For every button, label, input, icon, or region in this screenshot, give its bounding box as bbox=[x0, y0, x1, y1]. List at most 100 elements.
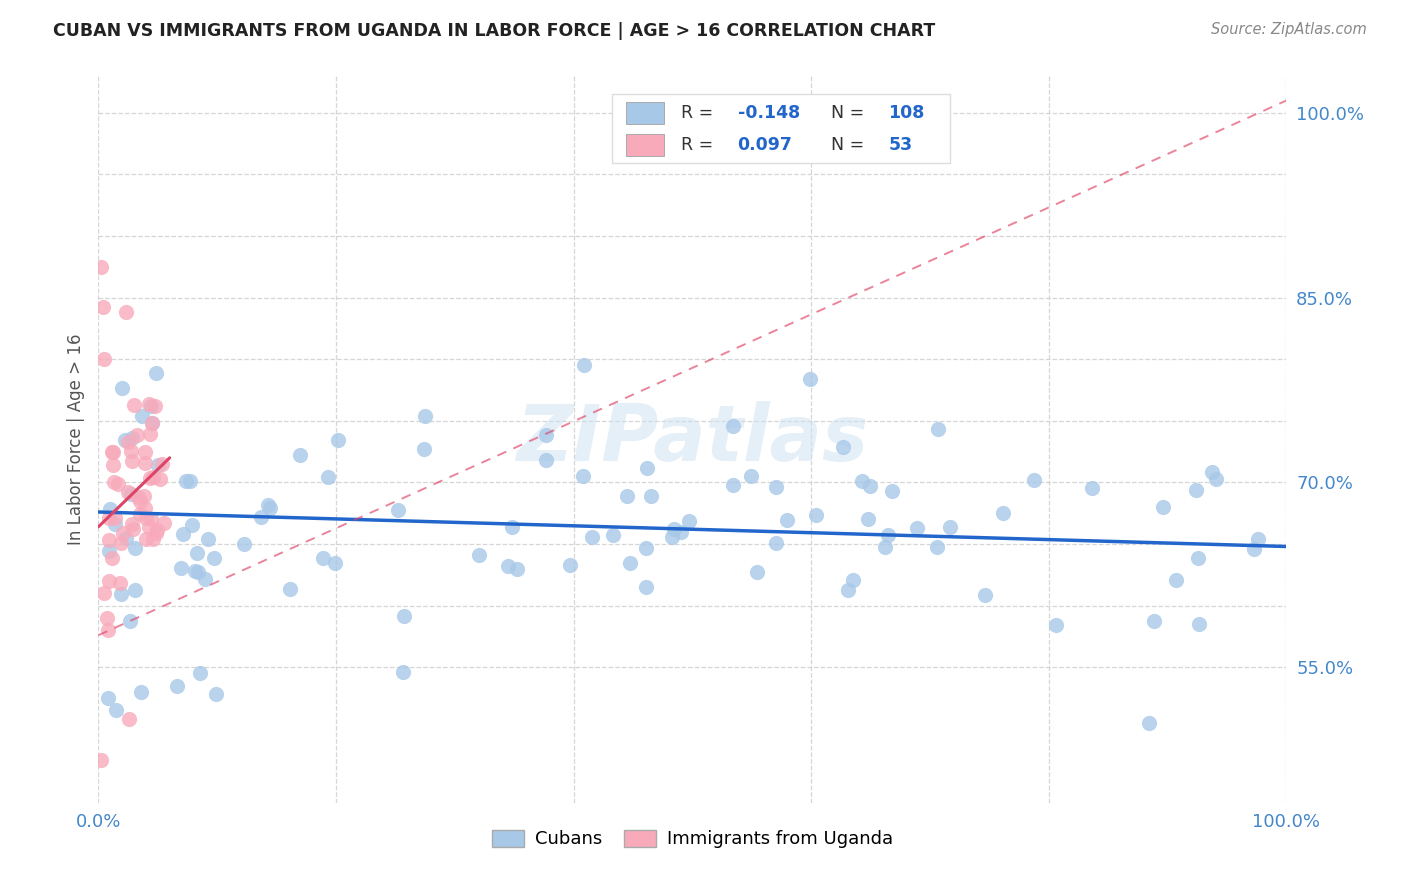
Point bbox=[558, 558, 581, 573]
Point bbox=[129, 493, 152, 508]
Point bbox=[103, 445, 125, 459]
Point bbox=[842, 573, 865, 587]
Point bbox=[180, 517, 202, 532]
Point bbox=[288, 448, 311, 462]
Point bbox=[877, 528, 900, 542]
Point bbox=[139, 426, 162, 441]
Point bbox=[125, 428, 148, 442]
Point bbox=[122, 522, 145, 536]
Point bbox=[1185, 483, 1208, 497]
Point bbox=[832, 440, 855, 454]
Point bbox=[101, 445, 124, 459]
Point bbox=[1081, 481, 1104, 495]
Point bbox=[97, 574, 120, 588]
Point bbox=[873, 540, 896, 554]
Text: 108: 108 bbox=[889, 103, 925, 122]
Point bbox=[602, 528, 624, 542]
Point bbox=[939, 519, 962, 533]
Point bbox=[104, 517, 127, 532]
Text: CUBAN VS IMMIGRANTS FROM UGANDA IN LABOR FORCE | AGE > 16 CORRELATION CHART: CUBAN VS IMMIGRANTS FROM UGANDA IN LABOR… bbox=[53, 22, 935, 40]
Point bbox=[108, 575, 131, 590]
Point bbox=[278, 582, 301, 597]
Point bbox=[90, 753, 112, 767]
Point bbox=[1201, 465, 1223, 479]
Point bbox=[804, 508, 827, 523]
Point bbox=[905, 521, 928, 535]
Point bbox=[121, 516, 143, 531]
Point bbox=[316, 470, 339, 484]
Point bbox=[859, 479, 882, 493]
FancyBboxPatch shape bbox=[612, 94, 950, 163]
Text: N =: N = bbox=[831, 103, 870, 122]
Point bbox=[118, 712, 141, 726]
Point bbox=[326, 434, 349, 448]
Point bbox=[150, 457, 173, 471]
Point bbox=[103, 475, 125, 489]
Point bbox=[90, 260, 112, 274]
Point bbox=[669, 524, 692, 539]
Point bbox=[259, 500, 281, 515]
Point bbox=[1247, 532, 1270, 546]
Point bbox=[1243, 541, 1265, 556]
Point bbox=[129, 685, 152, 699]
Point bbox=[128, 507, 150, 521]
Point bbox=[93, 586, 115, 600]
Point bbox=[143, 399, 166, 413]
Point bbox=[467, 548, 489, 562]
Point bbox=[139, 512, 162, 526]
Point bbox=[166, 679, 188, 693]
Point bbox=[534, 453, 557, 467]
Point bbox=[138, 397, 160, 411]
Point bbox=[111, 526, 134, 541]
Point bbox=[134, 500, 156, 515]
Point bbox=[187, 565, 209, 579]
Point bbox=[636, 580, 658, 594]
Legend: Cubans, Immigrants from Uganda: Cubans, Immigrants from Uganda bbox=[485, 822, 900, 855]
Point bbox=[121, 453, 143, 467]
Point bbox=[122, 398, 145, 412]
Point bbox=[927, 540, 949, 554]
Point bbox=[110, 587, 132, 601]
Point bbox=[572, 468, 595, 483]
Point bbox=[98, 502, 121, 516]
Point bbox=[1152, 500, 1174, 514]
Point bbox=[1164, 573, 1187, 587]
Point bbox=[127, 490, 149, 504]
Point bbox=[311, 550, 333, 565]
Point bbox=[146, 524, 169, 538]
Point bbox=[1137, 715, 1160, 730]
Point bbox=[880, 483, 903, 498]
Point bbox=[799, 372, 821, 386]
Point bbox=[96, 611, 118, 625]
Point bbox=[775, 513, 797, 527]
Point bbox=[134, 444, 156, 458]
Point bbox=[392, 665, 415, 679]
Point bbox=[233, 536, 256, 550]
Point bbox=[1022, 473, 1045, 487]
Point bbox=[194, 573, 217, 587]
Point bbox=[501, 520, 523, 534]
Point bbox=[107, 477, 129, 491]
Text: ZIPatlas: ZIPatlas bbox=[516, 401, 869, 477]
Text: N =: N = bbox=[831, 136, 870, 154]
Point bbox=[142, 532, 165, 546]
Text: R =: R = bbox=[681, 103, 718, 122]
Point bbox=[98, 533, 121, 547]
Point bbox=[413, 409, 436, 424]
Point bbox=[534, 427, 557, 442]
Point bbox=[325, 557, 347, 571]
Point bbox=[837, 583, 859, 598]
Point bbox=[636, 461, 658, 475]
Point bbox=[117, 484, 139, 499]
Point bbox=[111, 381, 134, 395]
Point bbox=[114, 433, 136, 447]
Point bbox=[131, 409, 153, 423]
Point bbox=[121, 431, 143, 445]
Point bbox=[110, 536, 132, 550]
Point bbox=[98, 544, 121, 558]
Point bbox=[765, 480, 787, 494]
Text: 53: 53 bbox=[889, 136, 912, 154]
Text: -0.148: -0.148 bbox=[738, 103, 800, 122]
Point bbox=[117, 434, 139, 449]
Point bbox=[141, 417, 163, 431]
